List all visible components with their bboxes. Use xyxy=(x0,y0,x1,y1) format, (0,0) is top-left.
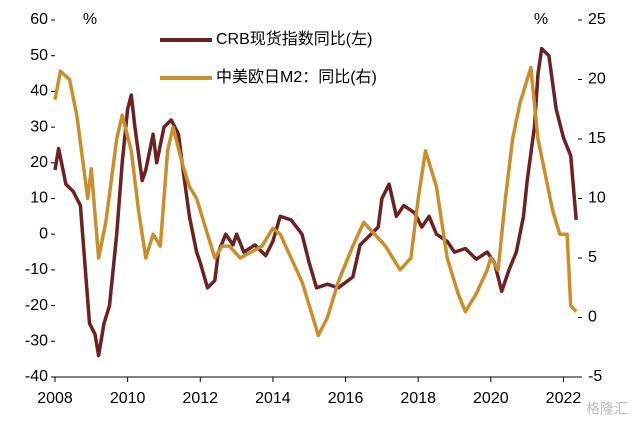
x-tick-label: 2008 xyxy=(37,390,73,407)
x-tick-label: 2018 xyxy=(400,390,436,407)
y-tick-label: 10 xyxy=(30,190,48,207)
x-tick-label: 2020 xyxy=(473,390,509,407)
series-line xyxy=(53,65,578,338)
y-tick-label: -10 xyxy=(25,261,48,278)
series-line xyxy=(53,46,578,358)
y2-tick-label: 20 xyxy=(588,71,606,88)
y2-tick-label: 10 xyxy=(588,190,606,207)
x-tick-label: 2022 xyxy=(546,390,582,407)
x-tick-label: 2014 xyxy=(255,390,291,407)
y-tick-label: 20 xyxy=(30,154,48,171)
y2-tick-label: 25 xyxy=(588,11,606,28)
y-tick-label: -40 xyxy=(25,368,48,385)
y2-tick-label: 15 xyxy=(588,130,606,147)
x-tick-label: 2010 xyxy=(110,390,146,407)
y2-tick-label: -5 xyxy=(588,368,602,385)
x-tick-label: 2012 xyxy=(182,390,218,407)
watermark: 格隆汇 xyxy=(586,401,628,417)
x-tick-label: 2016 xyxy=(328,390,364,407)
y-tick-label: 50 xyxy=(30,47,48,64)
y-tick-label: 40 xyxy=(30,83,48,100)
y-tick-label: -30 xyxy=(25,333,48,350)
y2-unit: % xyxy=(534,11,548,28)
y-tick-label: 30 xyxy=(30,118,48,135)
y-tick-label: 0 xyxy=(39,225,48,242)
y2-tick-label: 0 xyxy=(588,309,597,326)
y-unit: % xyxy=(83,11,97,28)
y2-tick-label: 5 xyxy=(588,249,597,266)
legend-label: CRB现货指数同比(左) xyxy=(216,30,372,48)
y-tick-label: 60 xyxy=(30,11,48,28)
y-tick-label: -20 xyxy=(25,297,48,314)
legend-label: 中美欧日M2：同比(右) xyxy=(216,68,377,86)
